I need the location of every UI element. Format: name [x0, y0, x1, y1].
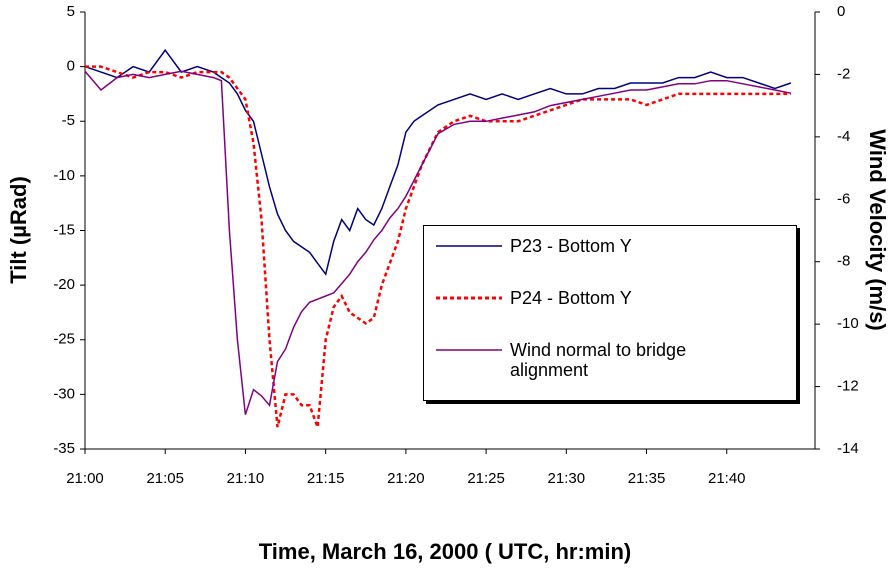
- y-tick-label: 0: [67, 58, 75, 75]
- legend-item: P24 - Bottom Y: [434, 288, 760, 308]
- y2-tick-label: -10: [837, 315, 859, 332]
- series-line: [84, 48, 792, 276]
- x-tick-label: 21:25: [467, 470, 505, 487]
- y-tick-label: -5: [62, 112, 75, 129]
- legend-label: P23 - Bottom Y: [510, 236, 632, 256]
- y-tick-label: -10: [53, 167, 75, 184]
- x-tick-label: 21:10: [227, 470, 265, 487]
- y-axis-label: Tilt (µRad): [6, 176, 31, 284]
- y-tick-label: -25: [53, 331, 75, 348]
- legend-label: P24 - Bottom Y: [510, 288, 632, 308]
- series-line: [85, 65, 791, 428]
- y2-tick-label: -2: [837, 65, 850, 82]
- y2-tick-label: 0: [837, 3, 845, 20]
- legend: P23 - Bottom Y P24 - Bottom Y Wind normal …: [423, 225, 797, 401]
- x-tick-label: 21:20: [387, 470, 425, 487]
- y2-tick-label: -12: [837, 378, 859, 395]
- x-tick-label: 21:05: [146, 470, 184, 487]
- legend-swatch: [436, 349, 502, 351]
- legend-label: Wind normal to bridge alignment: [510, 340, 687, 380]
- y-tick-label: -30: [53, 385, 75, 402]
- legend-item: Wind normal to bridge alignment: [434, 340, 760, 380]
- legend-item: P23 - Bottom Y: [434, 236, 760, 256]
- x-tick-label: 21:40: [708, 470, 746, 487]
- y-tick-label: -20: [53, 276, 75, 293]
- x-tick-label: 21:15: [307, 470, 345, 487]
- y-tick-label: -35: [53, 440, 75, 457]
- y2-tick-label: -6: [837, 190, 850, 207]
- y-tick-label: 5: [67, 3, 75, 20]
- y2-tick-label: -4: [837, 128, 850, 145]
- x-tick-label: 21:35: [628, 470, 666, 487]
- y2-axis-label: Wind Velocity (m/s): [865, 129, 888, 331]
- legend-swatch: [436, 245, 502, 247]
- y-tick-label: -15: [53, 221, 75, 238]
- series-line: [84, 70, 792, 415]
- y2-tick-label: -8: [837, 253, 850, 270]
- x-tick-label: 21:30: [548, 470, 586, 487]
- y2-tick-label: -14: [837, 440, 859, 457]
- x-axis-label: Time, March 16, 2000 ( UTC, hr:min): [259, 539, 631, 564]
- legend-swatch: [436, 296, 502, 300]
- x-tick-label: 21:00: [66, 470, 104, 487]
